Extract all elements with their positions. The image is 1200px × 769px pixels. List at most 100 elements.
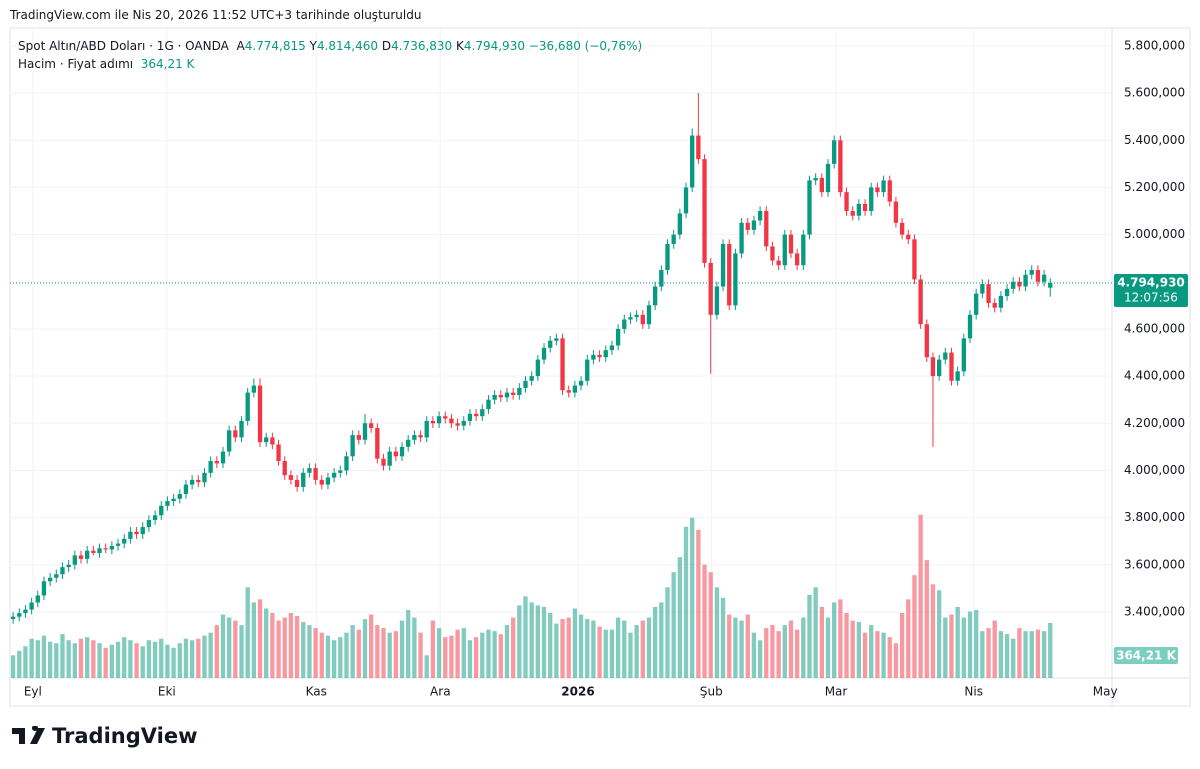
volume-bar: [541, 606, 547, 678]
candle-body: [949, 352, 954, 381]
candle-body: [813, 178, 818, 181]
candle-body: [325, 477, 331, 485]
candle-body: [961, 338, 966, 372]
y-tick-label: 3.400,000: [1124, 604, 1185, 618]
volume-bar: [165, 644, 170, 678]
candle-body: [739, 222, 744, 254]
candle-body: [1017, 281, 1022, 287]
candle-body: [128, 531, 133, 539]
volume-bar: [183, 638, 189, 678]
volume-bar: [115, 641, 121, 678]
candle-body: [856, 203, 862, 216]
volume-bar: [869, 625, 874, 678]
volume-bar: [325, 635, 331, 678]
candle-body: [838, 140, 843, 193]
volume-bar: [47, 641, 53, 678]
volume-bar: [906, 599, 911, 678]
volume-bar: [1048, 622, 1053, 678]
volume-bar: [134, 643, 139, 678]
volume-bar: [23, 646, 28, 678]
candle-body: [412, 435, 417, 440]
volume-bar: [776, 631, 781, 678]
volume-bar: [220, 614, 226, 678]
volume-bar: [208, 632, 213, 678]
candle-body: [313, 468, 318, 480]
volume-bar: [801, 617, 806, 678]
volume-bar: [54, 643, 59, 678]
volume-bar: [566, 617, 571, 678]
candle-body: [615, 328, 621, 346]
ohlc-value: 4.794,930: [463, 39, 525, 53]
candle-body: [912, 239, 917, 280]
volume-bar: [338, 637, 343, 678]
volume-bar: [535, 605, 541, 678]
y-tick-label: 4.000,000: [1124, 463, 1185, 477]
volume-bar: [177, 643, 182, 678]
volume-bar: [1035, 629, 1041, 678]
candle-body: [974, 293, 979, 315]
volume-bar: [418, 632, 423, 678]
volume-bar: [412, 617, 417, 678]
candle-body: [467, 413, 473, 421]
candle-body: [152, 515, 158, 520]
volume-bar: [634, 625, 639, 678]
x-tick-label: May: [1093, 685, 1118, 699]
volume-bar: [344, 632, 349, 678]
candle-body: [1011, 281, 1016, 289]
candle-body: [282, 461, 287, 476]
candle-body: [294, 479, 300, 487]
candle-body: [585, 359, 590, 381]
candle-body: [10, 616, 16, 620]
volume-title: Hacim · Fiyat adımı: [18, 57, 134, 71]
volume-bar: [548, 613, 553, 678]
volume-bar: [510, 617, 516, 678]
y-tick-label: 5.800,000: [1124, 38, 1185, 52]
candle-body: [134, 531, 139, 535]
candle-body: [196, 479, 201, 483]
candle-body: [628, 317, 633, 320]
volume-bar: [436, 628, 442, 678]
volume-bar: [751, 632, 757, 678]
volume-bar: [628, 632, 633, 678]
volume-bar: [733, 617, 738, 678]
candle-body: [257, 385, 263, 443]
candle-body: [566, 390, 571, 393]
volume-bar: [609, 629, 615, 678]
candle-body: [109, 545, 115, 550]
candle-body: [708, 262, 713, 315]
candle-body: [338, 470, 343, 473]
candle-body: [331, 472, 337, 478]
volume-bar: [671, 572, 676, 678]
volume-bar: [862, 632, 868, 678]
volume-bar: [764, 628, 769, 678]
candle-body: [91, 550, 96, 553]
candle-body: [159, 505, 164, 516]
candle-body: [986, 284, 991, 303]
change-value: −36,680 (−0,76%): [528, 39, 643, 53]
volume-bar: [856, 622, 862, 678]
volume-bar: [455, 629, 460, 678]
volume-bar: [461, 628, 466, 678]
candle-body: [214, 461, 219, 464]
volume-bar: [406, 609, 411, 678]
volume-bar: [331, 640, 337, 678]
candle-body: [548, 340, 553, 348]
volume-bar: [924, 560, 929, 678]
volume-bar: [257, 599, 263, 678]
candle-body: [906, 234, 911, 240]
volume-bar: [757, 640, 763, 678]
volume-bar: [980, 631, 985, 678]
volume-bar: [936, 590, 942, 678]
candle-body: [887, 180, 892, 202]
candle-body: [54, 574, 59, 578]
candle-body: [745, 222, 750, 230]
candle-body: [541, 347, 547, 360]
volume-bar: [838, 599, 843, 678]
volume-bar: [554, 623, 559, 678]
volume-bar: [659, 602, 664, 678]
volume-bar: [974, 609, 979, 678]
volume-bar: [887, 637, 892, 678]
volume-bar: [690, 517, 695, 678]
ohlc-value: 4.814,460: [316, 39, 379, 53]
